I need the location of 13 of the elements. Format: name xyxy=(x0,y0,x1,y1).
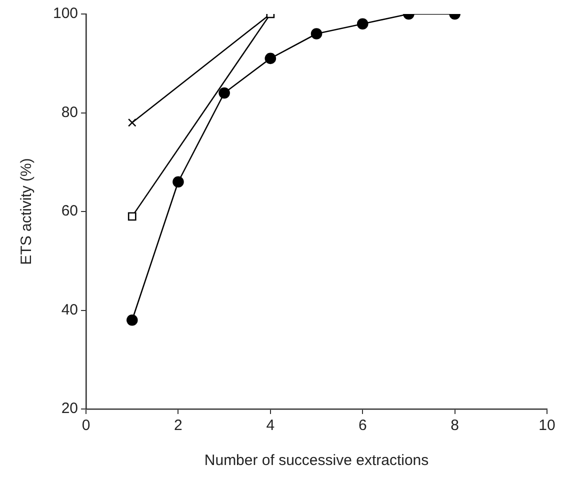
x-tick-label: 8 xyxy=(450,417,459,434)
y-tick-label: 20 xyxy=(61,400,78,418)
y-tick-label: 60 xyxy=(61,202,78,220)
x-axis-title: Number of successive extractions xyxy=(204,452,429,470)
y-tick-label: 100 xyxy=(52,5,78,22)
y-axis-title: ETS activity (%) xyxy=(18,158,36,265)
x-tick-label: 0 xyxy=(82,417,90,434)
x-tick-label: 4 xyxy=(266,417,275,434)
y-tick-label: 40 xyxy=(61,301,78,318)
x-tick-label: 10 xyxy=(538,417,556,434)
x-tick-label: 2 xyxy=(174,417,182,434)
x-tick-label: 6 xyxy=(358,417,367,434)
y-tick-label: 80 xyxy=(61,104,78,121)
